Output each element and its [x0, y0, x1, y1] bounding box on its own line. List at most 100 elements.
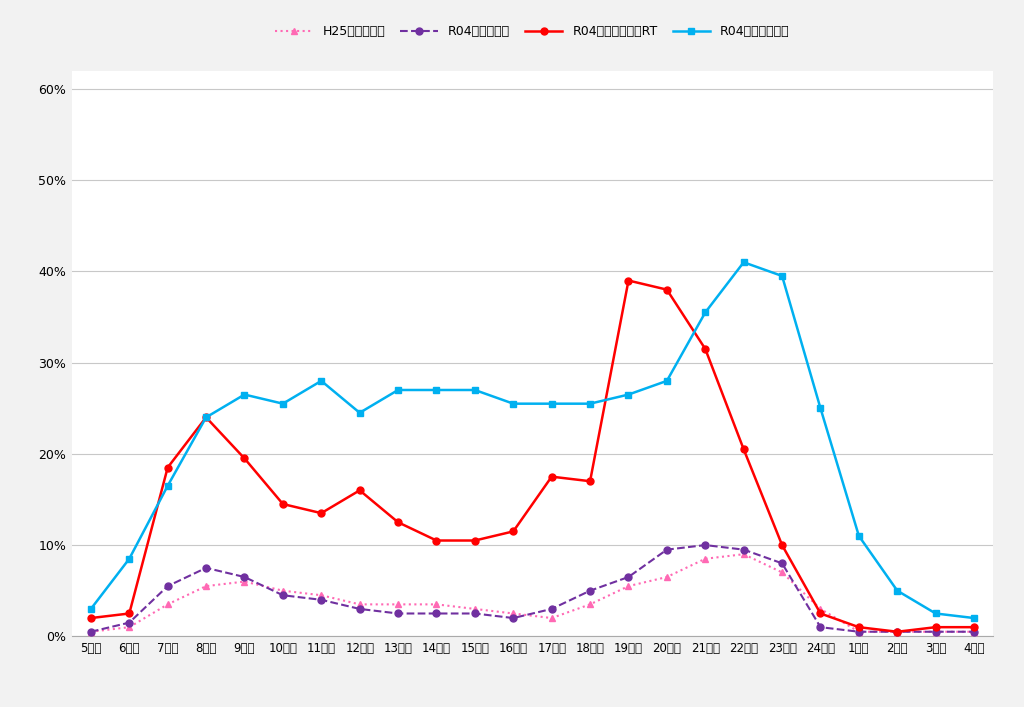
R04全年代ネット	[200, 413, 212, 421]
H25全年代並行	[699, 554, 712, 563]
R04全年代並行	[853, 628, 865, 636]
R04全年代テレビRT	[123, 609, 135, 618]
R04全年代テレビRT	[776, 541, 788, 549]
R04全年代並行	[507, 614, 519, 622]
R04全年代並行	[123, 619, 135, 627]
H25全年代並行	[546, 614, 558, 622]
R04全年代ネット	[853, 532, 865, 540]
R04全年代テレビRT	[392, 518, 404, 527]
R04全年代テレビRT	[469, 537, 481, 545]
R04全年代並行	[584, 586, 596, 595]
Line: R04全年代並行: R04全年代並行	[87, 542, 978, 635]
Line: R04全年代ネット: R04全年代ネット	[87, 259, 978, 621]
R04全年代テレビRT	[968, 623, 980, 631]
H25全年代並行	[200, 582, 212, 590]
R04全年代ネット	[430, 386, 442, 395]
R04全年代テレビRT	[546, 472, 558, 481]
H25全年代並行	[469, 604, 481, 613]
R04全年代テレビRT	[239, 454, 251, 462]
R04全年代並行	[315, 595, 328, 604]
R04全年代並行	[430, 609, 442, 618]
R04全年代並行	[239, 573, 251, 581]
R04全年代テレビRT	[200, 413, 212, 421]
H25全年代並行	[930, 628, 942, 636]
R04全年代並行	[968, 628, 980, 636]
R04全年代並行	[162, 582, 174, 590]
H25全年代並行	[315, 591, 328, 600]
R04全年代ネット	[737, 258, 750, 267]
R04全年代並行	[276, 591, 289, 600]
H25全年代並行	[123, 623, 135, 631]
R04全年代並行	[623, 573, 635, 581]
H25全年代並行	[968, 628, 980, 636]
R04全年代テレビRT	[162, 463, 174, 472]
R04全年代テレビRT	[623, 276, 635, 285]
R04全年代並行	[930, 628, 942, 636]
R04全年代ネット	[507, 399, 519, 408]
R04全年代並行	[776, 559, 788, 568]
R04全年代テレビRT	[315, 509, 328, 518]
H25全年代並行	[162, 600, 174, 609]
Line: R04全年代テレビRT: R04全年代テレビRT	[87, 277, 978, 635]
R04全年代テレビRT	[891, 628, 903, 636]
H25全年代並行	[507, 609, 519, 618]
R04全年代ネット	[584, 399, 596, 408]
H25全年代並行	[623, 582, 635, 590]
H25全年代並行	[776, 568, 788, 577]
R04全年代テレビRT	[507, 527, 519, 536]
R04全年代テレビRT	[430, 537, 442, 545]
H25全年代並行	[353, 600, 366, 609]
R04全年代ネット	[276, 399, 289, 408]
R04全年代ネット	[546, 399, 558, 408]
R04全年代テレビRT	[85, 614, 97, 622]
R04全年代ネット	[814, 404, 826, 412]
H25全年代並行	[737, 550, 750, 559]
H25全年代並行	[660, 573, 673, 581]
R04全年代ネット	[776, 271, 788, 280]
H25全年代並行	[430, 600, 442, 609]
H25全年代並行	[853, 628, 865, 636]
H25全年代並行	[891, 628, 903, 636]
Line: H25全年代並行: H25全年代並行	[87, 551, 978, 635]
R04全年代並行	[660, 545, 673, 554]
R04全年代テレビRT	[930, 623, 942, 631]
R04全年代テレビRT	[853, 623, 865, 631]
R04全年代ネット	[968, 614, 980, 622]
R04全年代テレビRT	[353, 486, 366, 495]
R04全年代ネット	[660, 377, 673, 385]
H25全年代並行	[392, 600, 404, 609]
R04全年代並行	[699, 541, 712, 549]
R04全年代ネット	[469, 386, 481, 395]
R04全年代ネット	[315, 377, 328, 385]
R04全年代ネット	[162, 481, 174, 490]
H25全年代並行	[85, 628, 97, 636]
Legend: H25全年代並行, R04全年代並行, R04全年代テレビRT, R04全年代ネット: H25全年代並行, R04全年代並行, R04全年代テレビRT, R04全年代ネ…	[270, 21, 795, 43]
H25全年代並行	[814, 604, 826, 613]
R04全年代並行	[546, 604, 558, 613]
R04全年代ネット	[353, 409, 366, 417]
H25全年代並行	[276, 586, 289, 595]
R04全年代ネット	[891, 586, 903, 595]
R04全年代テレビRT	[699, 345, 712, 354]
R04全年代テレビRT	[660, 286, 673, 294]
R04全年代テレビRT	[737, 445, 750, 453]
R04全年代並行	[737, 545, 750, 554]
R04全年代並行	[200, 563, 212, 572]
R04全年代テレビRT	[584, 477, 596, 486]
R04全年代並行	[469, 609, 481, 618]
R04全年代並行	[353, 604, 366, 613]
R04全年代ネット	[239, 390, 251, 399]
R04全年代並行	[891, 628, 903, 636]
R04全年代並行	[814, 623, 826, 631]
R04全年代ネット	[623, 390, 635, 399]
R04全年代テレビRT	[814, 609, 826, 618]
R04全年代ネット	[123, 554, 135, 563]
R04全年代並行	[85, 628, 97, 636]
R04全年代ネット	[930, 609, 942, 618]
R04全年代並行	[392, 609, 404, 618]
R04全年代ネット	[392, 386, 404, 395]
H25全年代並行	[584, 600, 596, 609]
H25全年代並行	[239, 578, 251, 586]
R04全年代ネット	[699, 308, 712, 317]
R04全年代テレビRT	[276, 500, 289, 508]
